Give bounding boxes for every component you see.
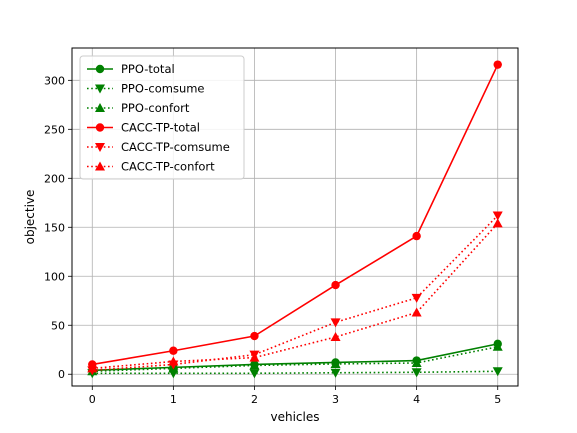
series-line [92,222,499,370]
data-point [331,280,340,290]
legend-box [79,55,245,180]
legend-marker [95,143,105,152]
y-axis-label: objective [23,190,37,245]
series-line [92,343,498,372]
data-point [330,318,341,328]
y-tick-label: 100 [44,270,65,283]
legend-label: PPO-comsume [121,82,205,96]
legend-label: CACC-TP-total [121,121,200,135]
legend-label: PPO-confort [121,101,190,115]
x-tick-label: 2 [251,393,258,406]
data-point [330,368,341,378]
data-point [249,369,260,379]
data-point [411,368,422,378]
data-point [330,358,341,368]
data-point [87,363,98,373]
legend-marker [95,161,105,171]
legend-label: PPO-total [121,62,175,76]
series-line [92,370,498,375]
legend: PPO-total PPO-comsume PPO-confort CACC-TP-t… [79,55,245,180]
data-point [492,218,503,228]
data-point [169,346,178,355]
x-tick-label: 4 [413,393,420,406]
legend-marker [95,103,105,112]
data-point [493,60,502,69]
data-point [412,231,421,241]
y-tick-label: 300 [44,74,65,87]
x-axis-label: vehicles [271,410,320,424]
data-point [249,360,260,370]
y-tick-label: 0 [58,368,65,381]
series-layer [87,60,503,379]
series-3 [88,60,502,369]
series-line [92,64,499,366]
data-point [492,341,503,351]
x-tick-label: 0 [89,393,96,406]
series-line [92,214,499,372]
x-tick-label: 5 [494,393,501,406]
x-tick-label: 1 [170,393,177,406]
plot-frame [71,47,519,387]
data-point [250,331,259,341]
y-tick-label: 250 [44,123,65,136]
x-tick-label: 3 [332,393,339,406]
legend-marker [95,64,105,74]
y-tick-label: 50 [51,319,65,332]
data-point [249,352,260,362]
legend-label: CACC-TP-confort [121,160,215,174]
y-tick-label: 200 [44,172,65,185]
legend-label: CACC-TP-comsume [121,140,230,154]
series-line [92,346,498,373]
legend-marker [95,84,105,94]
data-point [330,332,341,342]
y-tick-label: 150 [44,221,65,234]
data-point [411,357,422,367]
data-point [411,293,422,303]
data-point [492,211,503,221]
series-5 [87,218,503,373]
data-point [168,356,179,366]
data-point [492,367,503,377]
data-point [411,307,422,317]
legend-marker [95,123,105,132]
series-2 [87,341,503,376]
